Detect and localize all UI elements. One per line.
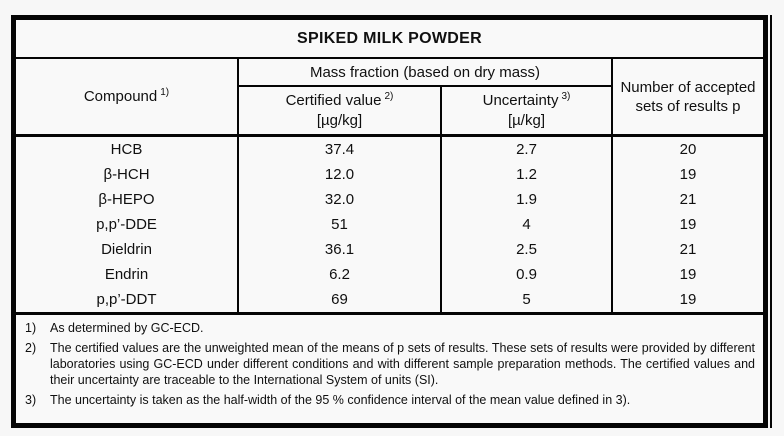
- header-uncertainty: Uncertainty 3) [µ/kg]: [442, 87, 611, 134]
- cell-compound: Dieldrin: [16, 237, 239, 262]
- table-title: SPIKED MILK POWDER: [16, 20, 763, 59]
- footnote-ref-3: 3): [561, 90, 571, 102]
- cell-uncertainty: 4: [442, 212, 613, 237]
- header-compound-label: Compound 1): [83, 87, 170, 106]
- header-uncertainty-label: Uncertainty 3): [482, 90, 571, 109]
- cell-compound: p,p’-DDT: [16, 287, 239, 312]
- cell-compound: β-HEPO: [16, 187, 239, 212]
- footnote-2-number: 2): [25, 341, 37, 355]
- footnote-1-number: 1): [25, 321, 37, 335]
- table-row: p,p’-DDE 51 4 19: [16, 212, 763, 237]
- cell-certified-value: 36.1: [239, 237, 442, 262]
- header-accepted-sets: Number of accepted sets of results p: [620, 78, 756, 115]
- header-uncertainty-unit: [µ/kg]: [508, 111, 545, 129]
- footnotes: 1) As determined by GC-ECD. 2) The certi…: [16, 315, 763, 408]
- table-row: HCB 37.4 2.7 20: [16, 137, 763, 162]
- cell-certified-value: 69: [239, 287, 442, 312]
- certified-values-table: SPIKED MILK POWDER Compound 1) Mass fract…: [11, 15, 772, 428]
- cell-certified-value: 51: [239, 212, 442, 237]
- footnote-ref-1: 1): [160, 87, 170, 98]
- header-mass-fraction-group: Mass fraction (based on dry mass) Certif…: [239, 59, 613, 134]
- cell-accepted-sets: 19: [679, 216, 697, 233]
- cell-certified-value: 37.4: [239, 137, 442, 162]
- header-certified-unit: [µg/kg]: [316, 111, 363, 129]
- cell-accepted-sets: 19: [679, 291, 697, 308]
- footnote-3-text: The uncertainty is taken as the half-wid…: [50, 393, 631, 407]
- cell-certified-value: 12.0: [239, 162, 442, 187]
- cell-compound: Endrin: [16, 262, 239, 287]
- scan-edge-line: [770, 15, 772, 428]
- cell-compound: β-HCH: [16, 162, 239, 187]
- footnote-2-text: The certified values are the unweighted …: [50, 341, 755, 387]
- cell-accepted-sets: 19: [679, 166, 697, 183]
- header-compound: Compound 1): [16, 59, 239, 134]
- footnote-1-text: As determined by GC-ECD.: [50, 321, 204, 335]
- cell-certified-value: 32.0: [239, 187, 442, 212]
- cell-uncertainty: 1.2: [442, 162, 613, 187]
- footnote-ref-2: 2): [384, 90, 394, 102]
- header-certified-label: Certified value 2): [285, 90, 394, 109]
- footnote-3-number: 3): [25, 393, 37, 407]
- cell-compound: HCB: [16, 137, 239, 162]
- cell-accepted-sets: 19: [679, 266, 697, 283]
- header-mass-fraction-subcolumns: Certified value 2) [µg/kg] Uncertainty 3) …: [239, 87, 611, 134]
- header-mass-fraction-title: Mass fraction (based on dry mass): [239, 59, 611, 87]
- table-header: Compound 1) Mass fraction (based on dry m…: [16, 59, 763, 137]
- cell-uncertainty: 5: [442, 287, 613, 312]
- cell-accepted-sets: 20: [679, 141, 697, 158]
- cell-uncertainty: 0.9: [442, 262, 613, 287]
- cell-accepted-sets: 21: [679, 241, 697, 258]
- footnote-3: 3) The uncertainty is taken as the half-…: [22, 392, 755, 408]
- footnote-1: 1) As determined by GC-ECD.: [22, 320, 755, 336]
- table-row: Dieldrin 36.1 2.5 21: [16, 237, 763, 262]
- table-row: p,p’-DDT 69 5 19: [16, 287, 763, 312]
- table-row: β-HEPO 32.0 1.9 21: [16, 187, 763, 212]
- table-body: HCB 37.4 2.7 20 β-HCH 12.0 1.2 19 β-HEPO…: [16, 137, 763, 315]
- cell-uncertainty: 1.9: [442, 187, 613, 212]
- cell-uncertainty: 2.5: [442, 237, 613, 262]
- cell-compound: p,p’-DDE: [16, 212, 239, 237]
- footnote-2: 2) The certified values are the unweight…: [22, 340, 755, 388]
- cell-certified-value: 6.2: [239, 262, 442, 287]
- table-row: Endrin 6.2 0.9 19: [16, 262, 763, 287]
- table-row: β-HCH 12.0 1.2 19: [16, 162, 763, 187]
- cell-uncertainty: 2.7: [442, 137, 613, 162]
- cell-accepted-sets: 21: [679, 191, 697, 208]
- header-certified-value: Certified value 2) [µg/kg]: [239, 87, 442, 134]
